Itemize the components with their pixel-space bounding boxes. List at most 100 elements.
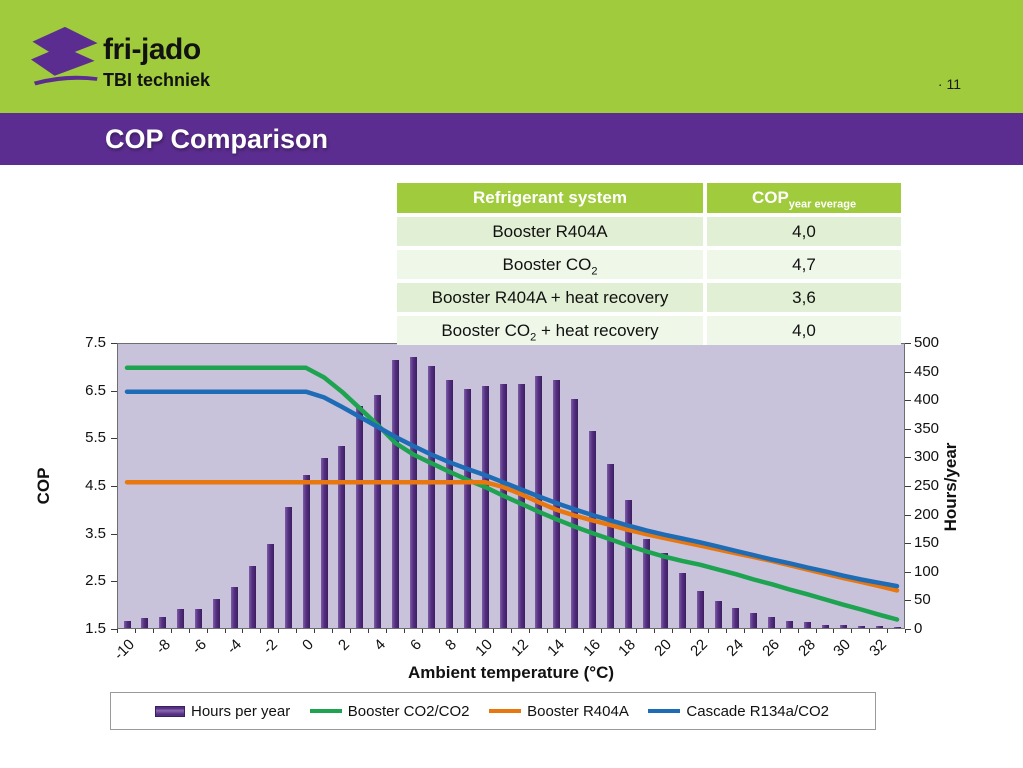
- cop-header: COPyear everage: [707, 183, 901, 213]
- line-swatch-icon: [309, 709, 342, 713]
- refrigerant-system-cell: Booster R404A + heat recovery: [397, 283, 703, 312]
- x-axis-tick: [887, 629, 889, 633]
- right-axis-tick: [905, 428, 911, 430]
- hours-bar: [427, 366, 435, 628]
- hours-bar: [213, 599, 220, 628]
- x-axis-tick: [708, 629, 709, 633]
- hours-bar: [875, 626, 883, 628]
- right-axis-tick: [905, 400, 911, 402]
- cop-header-main: COP: [751, 188, 789, 207]
- hours-bar: [230, 586, 238, 628]
- hours-bar: [463, 388, 471, 628]
- legend-item: Booster R404A: [489, 703, 629, 720]
- table-body: Booster R404A 4,0 Booster CO2 4,7 Booster R4…: [397, 217, 901, 345]
- x-axis-tick: [296, 629, 298, 633]
- right-axis-tick: [905, 343, 911, 344]
- hours-bar: [642, 539, 650, 628]
- line-swatch-icon: [648, 709, 681, 713]
- x-axis-tick: [582, 629, 584, 633]
- x-axis-tick: [636, 629, 638, 633]
- bar-swatch-icon: [155, 705, 185, 717]
- x-axis-tick: [367, 629, 369, 633]
- hours-bar: [732, 608, 740, 628]
- hours-bar: [660, 553, 668, 628]
- hours-bar: [821, 624, 829, 628]
- legend-item: Cascade R134a/CO2: [648, 703, 829, 720]
- title-banner: COP Comparison: [0, 113, 1023, 165]
- left-axis-tick: [111, 438, 117, 440]
- hours-bar: [750, 613, 758, 628]
- x-axis-tick: [851, 629, 853, 633]
- table-row: Booster R404A + heat recovery 3,6: [397, 283, 901, 312]
- x-axis-tick: [546, 629, 548, 633]
- left-axis-tick-label: 3.5: [85, 524, 106, 542]
- hours-bar: [141, 618, 149, 628]
- hours-bar: [374, 394, 382, 628]
- left-axis-tick-label: 2.5: [85, 572, 106, 590]
- hours-bar: [839, 625, 847, 628]
- x-axis-tick: [349, 629, 351, 633]
- hours-bar: [123, 621, 131, 628]
- refrigerant-system-cell: Booster R404A: [397, 217, 703, 246]
- x-axis-tick: [314, 629, 315, 633]
- x-axis-tick: [869, 629, 871, 633]
- legend-item: Booster CO2/CO2: [309, 702, 470, 720]
- right-axis-tick-label: 400: [914, 391, 940, 409]
- x-axis-tick: [600, 629, 602, 633]
- left-axis-tick: [111, 629, 117, 630]
- x-axis-tick: [618, 629, 620, 633]
- x-axis-tick: [331, 629, 333, 633]
- hours-bar: [320, 457, 328, 628]
- left-axis-tick-label: 5.5: [85, 429, 106, 447]
- line-cascade-r134a-co2: [124, 389, 900, 589]
- right-axis-tick-label: 250: [914, 477, 940, 494]
- right-axis-tick: [905, 371, 911, 373]
- x-axis-tick: [457, 629, 459, 633]
- right-axis-tick-label: 350: [914, 419, 940, 437]
- refrigerant-system-cell: Booster CO2: [397, 250, 703, 279]
- left-axis-title: COP: [34, 467, 53, 505]
- x-axis-tick: [743, 629, 745, 633]
- x-axis-tick: [278, 629, 280, 633]
- right-axis-tick-label: 0: [914, 620, 923, 637]
- left-axis-tick-label: 4.5: [85, 477, 106, 494]
- hours-bar: [696, 591, 704, 628]
- x-axis-tick: [188, 629, 190, 633]
- cop-value-cell: 3,6: [707, 283, 901, 312]
- hours-bar: [624, 500, 632, 628]
- left-axis-tick-label: 1.5: [85, 620, 106, 637]
- cop-comparison-table: Refrigerant system COPyear everage Boost…: [397, 183, 901, 345]
- table-header-row: Refrigerant system COPyear everage: [397, 183, 901, 213]
- cop-value-cell: 4,7: [707, 250, 901, 279]
- slide-title: COP Comparison: [105, 124, 329, 154]
- refrigerant-system-header: Refrigerant system: [397, 183, 703, 213]
- x-axis-tick: [797, 629, 799, 633]
- left-axis-tick: [111, 486, 117, 487]
- cop-header-subscript: year everage: [788, 198, 857, 211]
- header-bar: fri-jado TBI techniek · 11: [0, 0, 1023, 113]
- x-axis-tick: [170, 629, 172, 633]
- x-axis-tick: [385, 629, 387, 633]
- hours-bar: [893, 626, 901, 628]
- x-axis-tick: [493, 629, 495, 633]
- x-axis-tick: [654, 629, 656, 633]
- cop-lines: [124, 365, 900, 622]
- x-axis-tick: [564, 629, 566, 633]
- legend-label: Booster CO2/CO2: [347, 702, 470, 720]
- right-axis-tick: [905, 571, 911, 573]
- right-axis-tick: [905, 514, 911, 516]
- right-axis-tick-label: 200: [914, 505, 940, 523]
- hours-bar: [159, 617, 167, 628]
- hours-bar: [266, 543, 274, 628]
- hours-bar: [248, 566, 256, 628]
- x-axis-tick: [439, 629, 441, 633]
- x-axis-tick: [725, 629, 727, 633]
- x-axis-tick: [403, 629, 405, 633]
- table-row: Booster R404A 4,0: [397, 217, 901, 246]
- hours-bar: [410, 357, 417, 628]
- hours-bar: [499, 383, 507, 628]
- hours-bar: [338, 446, 346, 628]
- cop-value-cell: 4,0: [707, 316, 901, 345]
- right-axis-tick: [905, 543, 911, 545]
- x-axis-tick: [475, 629, 477, 633]
